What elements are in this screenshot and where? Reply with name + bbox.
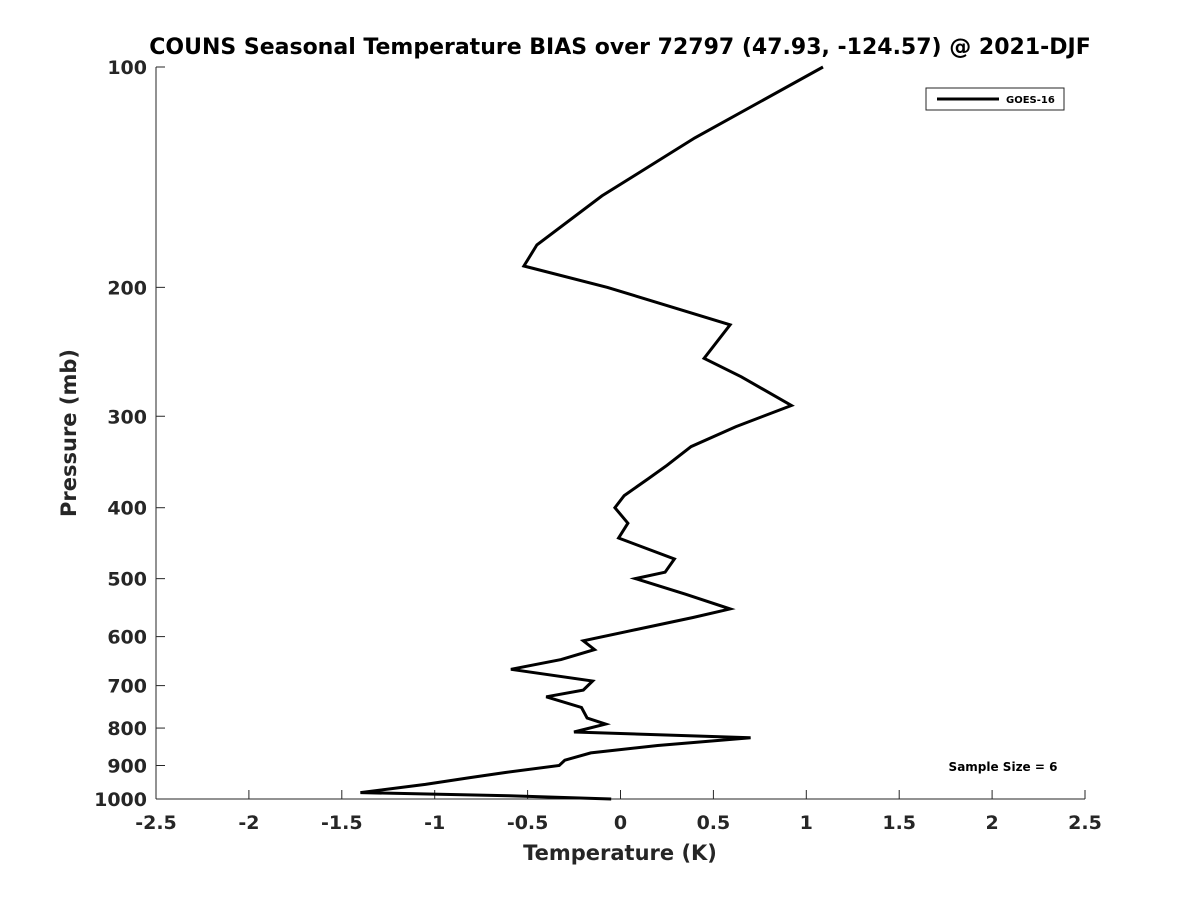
legend-label: GOES-16	[1006, 95, 1055, 106]
y-tick-label: 700	[107, 676, 147, 698]
x-tick-label: 2	[985, 812, 998, 834]
y-tick-label: 600	[107, 627, 147, 649]
x-tick-label: -1	[424, 812, 445, 834]
series-line-0	[360, 65, 824, 801]
y-axis-title: Pressure (mb)	[57, 349, 81, 517]
series-group	[360, 65, 824, 801]
y-tick-label: 900	[107, 756, 147, 778]
y-tick-label: 300	[107, 406, 147, 428]
x-tick-label: 1.5	[882, 812, 916, 834]
y-tick-label: 400	[107, 498, 147, 520]
chart-title: COUNS Seasonal Temperature BIAS over 727…	[149, 35, 1091, 60]
x-tick-label: -2	[238, 812, 259, 834]
x-tick-label: -1.5	[321, 812, 363, 834]
x-tick-label: 0.5	[697, 812, 731, 834]
x-tick-label: 1	[800, 812, 813, 834]
x-tick-label: 2.5	[1068, 812, 1102, 834]
x-axis-title: Temperature (K)	[523, 841, 717, 865]
x-axis: -2.5 -2 -1.5 -1 -0.5 0 0.5 1 1.5 2 2.5	[135, 790, 1102, 834]
x-tick-label: -2.5	[135, 812, 177, 834]
y-tick-label: 200	[107, 277, 147, 299]
y-tick-label: 500	[107, 569, 147, 591]
y-tick-label: 800	[107, 718, 147, 740]
legend: GOES-16	[925, 87, 1065, 111]
y-tick-label: 1000	[94, 789, 147, 811]
y-axis: 100 200 300 400 500 600 700 800 900 1000	[94, 57, 165, 811]
y-tick-label: 100	[107, 57, 147, 79]
sample-size-annotation: Sample Size = 6	[949, 760, 1058, 774]
x-tick-label: 0	[614, 812, 627, 834]
x-tick-label: -0.5	[507, 812, 549, 834]
